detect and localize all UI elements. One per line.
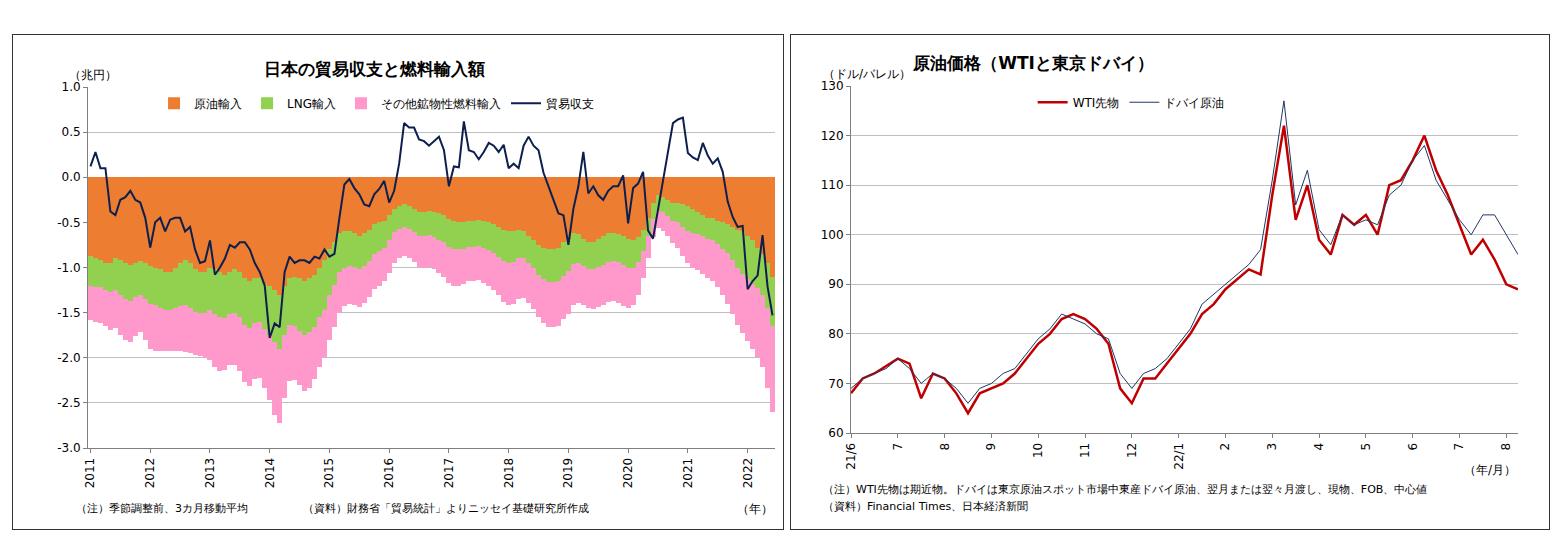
svg-text:7: 7 bbox=[1452, 443, 1466, 451]
svg-text:2022: 2022 bbox=[741, 458, 755, 489]
svg-text:-0.5: -0.5 bbox=[57, 216, 80, 230]
svg-text:（ドル/バレル）: （ドル/バレル） bbox=[823, 67, 911, 81]
svg-text:（兆円）: （兆円） bbox=[69, 68, 117, 82]
svg-text:80: 80 bbox=[828, 327, 843, 341]
svg-text:90: 90 bbox=[828, 277, 843, 291]
svg-text:2012: 2012 bbox=[143, 458, 157, 489]
svg-text:8: 8 bbox=[938, 443, 952, 451]
svg-text:2013: 2013 bbox=[203, 458, 217, 489]
svg-text:60: 60 bbox=[828, 426, 843, 440]
svg-text:10: 10 bbox=[1031, 443, 1045, 458]
svg-text:-3.0: -3.0 bbox=[57, 441, 80, 455]
svg-text:（資料）財務省「貿易統計」よりニッセイ基礎研究所作成: （資料）財務省「貿易統計」よりニッセイ基礎研究所作成 bbox=[303, 502, 589, 515]
svg-text:2019: 2019 bbox=[561, 458, 575, 489]
svg-text:WTI先物: WTI先物 bbox=[1073, 96, 1120, 110]
svg-text:12: 12 bbox=[1125, 443, 1139, 458]
svg-text:5: 5 bbox=[1359, 443, 1373, 451]
svg-text:0.5: 0.5 bbox=[62, 125, 81, 139]
svg-text:-1.0: -1.0 bbox=[57, 261, 80, 275]
svg-text:（資料）Financial Times、日本経済新聞: （資料）Financial Times、日本経済新聞 bbox=[823, 500, 1028, 513]
svg-text:130: 130 bbox=[821, 79, 844, 93]
svg-text:7: 7 bbox=[891, 443, 905, 451]
svg-text:4: 4 bbox=[1312, 443, 1326, 451]
svg-text:（注）季節調整前、3カ月移動平均: （注）季節調整前、3カ月移動平均 bbox=[76, 502, 248, 515]
svg-text:100: 100 bbox=[821, 228, 844, 242]
svg-text:その他鉱物性燃料輸入: その他鉱物性燃料輸入 bbox=[381, 97, 501, 111]
svg-text:2: 2 bbox=[1218, 443, 1232, 451]
svg-text:2021: 2021 bbox=[681, 458, 695, 489]
svg-text:110: 110 bbox=[821, 178, 844, 192]
svg-text:1.0: 1.0 bbox=[62, 80, 81, 94]
svg-text:日本の貿易収支と燃料輸入額: 日本の貿易収支と燃料輸入額 bbox=[264, 59, 485, 79]
svg-text:11: 11 bbox=[1078, 443, 1092, 458]
svg-text:2020: 2020 bbox=[621, 458, 635, 489]
svg-text:（年）: （年） bbox=[737, 502, 773, 516]
svg-text:70: 70 bbox=[828, 377, 843, 391]
svg-text:LNG輸入: LNG輸入 bbox=[287, 97, 336, 111]
svg-text:-2.0: -2.0 bbox=[57, 351, 80, 365]
svg-text:6: 6 bbox=[1406, 443, 1420, 451]
svg-text:（年/月）: （年/月） bbox=[1464, 463, 1516, 477]
svg-text:（注）WTI先物は期近物。ドバイは東京原油スポット市場中東産: （注）WTI先物は期近物。ドバイは東京原油スポット市場中東産ドバイ原油、翌月また… bbox=[823, 483, 1427, 496]
svg-text:2014: 2014 bbox=[263, 458, 277, 489]
svg-text:2016: 2016 bbox=[382, 458, 396, 489]
svg-text:-2.5: -2.5 bbox=[57, 396, 80, 410]
svg-text:-1.5: -1.5 bbox=[57, 306, 80, 320]
svg-text:21/6: 21/6 bbox=[844, 443, 858, 470]
svg-text:2015: 2015 bbox=[322, 458, 336, 489]
svg-text:3: 3 bbox=[1265, 443, 1279, 451]
svg-text:2011: 2011 bbox=[83, 458, 97, 489]
svg-text:8: 8 bbox=[1499, 443, 1513, 451]
svg-text:0.0: 0.0 bbox=[62, 170, 81, 184]
svg-text:貿易収支: 貿易収支 bbox=[546, 97, 594, 111]
svg-text:原油輸入: 原油輸入 bbox=[194, 97, 242, 111]
svg-text:120: 120 bbox=[821, 129, 844, 143]
svg-text:2017: 2017 bbox=[442, 458, 456, 489]
svg-text:ドバイ原油: ドバイ原油 bbox=[1164, 96, 1224, 110]
svg-text:2018: 2018 bbox=[502, 458, 516, 489]
svg-text:原油価格（WTIと東京ドバイ）: 原油価格（WTIと東京ドバイ） bbox=[912, 53, 1154, 73]
svg-text:22/1: 22/1 bbox=[1172, 443, 1186, 470]
svg-text:9: 9 bbox=[984, 443, 998, 451]
